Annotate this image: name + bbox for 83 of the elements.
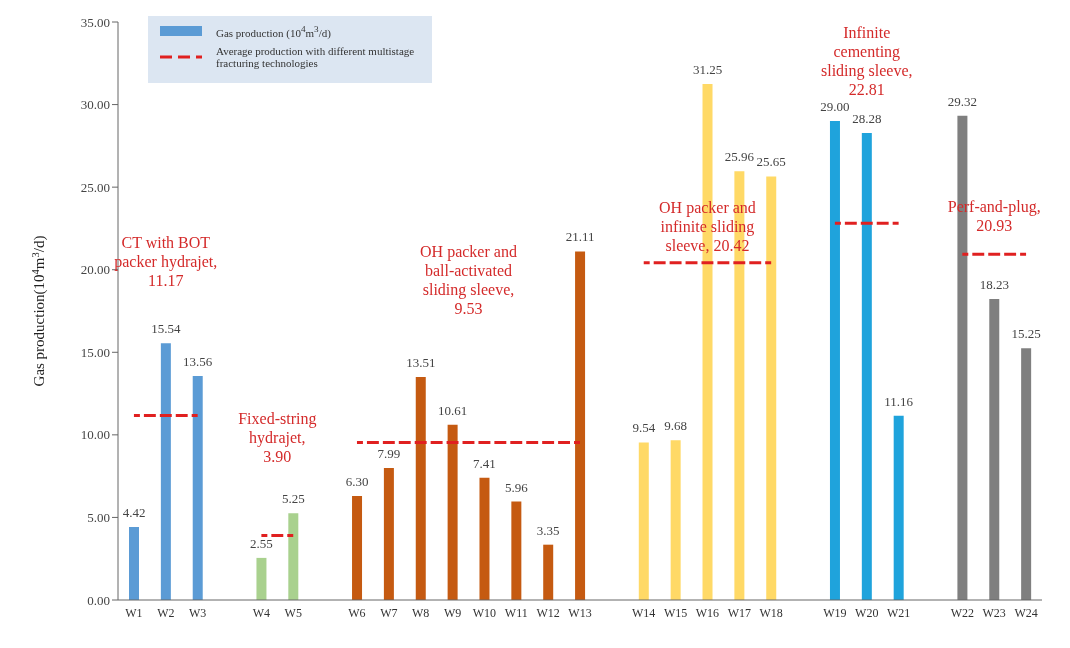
x-tick-label: W14 (632, 605, 656, 620)
x-tick-label: W12 (536, 605, 560, 620)
x-tick-label: W20 (855, 605, 879, 620)
x-tick-label: W19 (823, 605, 847, 620)
x-tick-label: W10 (472, 605, 497, 620)
bar (1021, 348, 1032, 600)
y-tick-label: 30.00 (80, 97, 110, 113)
data-label: 5.25 (281, 491, 305, 507)
data-label: 11.16 (884, 393, 914, 409)
data-label: 21.11 (565, 229, 595, 245)
annotation: Fixed-string hydrajet, 3.90 (238, 409, 317, 465)
x-tick-label: W6 (348, 605, 366, 620)
data-label: 15.25 (1011, 326, 1041, 342)
x-tick-label: W23 (982, 605, 1006, 620)
bar (638, 442, 649, 600)
data-label: 13.56 (183, 354, 213, 370)
bar (129, 527, 139, 600)
data-label: 28.28 (852, 110, 882, 126)
annotation: CT with BOT packer hydrajet, 11.17 (114, 233, 218, 289)
data-label: 9.54 (632, 420, 656, 436)
y-tick-label: 10.00 (80, 427, 110, 443)
data-label: 13.51 (406, 354, 436, 370)
legend-label: Gas production (10$^{4}$m$^{3}$/d) (216, 24, 331, 39)
bar (192, 376, 203, 600)
x-tick-label: W18 (759, 605, 783, 620)
data-label: 5.96 (504, 479, 529, 495)
bar (893, 415, 904, 600)
y-tick-label: 15.00 (80, 344, 110, 360)
data-label: 25.65 (756, 154, 786, 170)
data-label: 31.25 (692, 61, 723, 77)
annotation: OH packer and ball-activated sliding sleeve, 9.53 (420, 242, 517, 317)
x-tick-label: W17 (727, 605, 751, 620)
annotation: Infinite cementing sliding sleeve, 22.81 (820, 24, 913, 99)
data-label: 2.55 (250, 535, 273, 551)
data-label: 4.42 (122, 505, 146, 521)
x-tick-label: W24 (1014, 605, 1038, 620)
bar (670, 440, 681, 600)
y-tick-label: 25.00 (80, 179, 110, 195)
bar (479, 477, 490, 600)
bar (543, 544, 554, 600)
x-tick-label: W4 (252, 605, 271, 620)
data-label: 18.23 (979, 276, 1009, 292)
data-label: 7.41 (473, 455, 496, 471)
x-tick-label: W3 (188, 605, 207, 620)
bar (160, 343, 171, 600)
data-label: 15.54 (151, 321, 181, 337)
bar (447, 424, 458, 600)
x-tick-label: W8 (412, 605, 430, 620)
bar (352, 495, 363, 600)
bar (989, 298, 1000, 600)
data-label: 6.30 (345, 473, 369, 489)
data-label: 25.96 (724, 149, 755, 165)
x-tick-label: W2 (157, 605, 175, 620)
data-label: 10.61 (438, 402, 468, 418)
y-tick-label: 20.00 (80, 262, 110, 278)
x-tick-label: W5 (284, 605, 302, 620)
data-label: 3.35 (536, 522, 560, 538)
bar (575, 251, 586, 600)
x-tick-label: W1 (125, 605, 143, 620)
x-tick-label: W21 (886, 605, 911, 620)
data-label: 9.68 (664, 418, 688, 434)
bar (766, 176, 777, 600)
x-tick-label: W13 (568, 605, 592, 620)
data-label: 29.32 (947, 93, 978, 109)
x-tick-label: W15 (663, 605, 688, 620)
x-tick-label: W9 (443, 605, 462, 620)
bar (829, 121, 840, 600)
bar (415, 376, 426, 600)
bar (256, 557, 267, 600)
y-tick-label: 0.00 (87, 592, 110, 608)
y-tick-label: 5.00 (87, 510, 110, 526)
x-tick-label: W16 (695, 605, 720, 620)
bar (861, 132, 872, 600)
bar (288, 513, 299, 600)
bar (511, 501, 522, 600)
x-tick-label: W7 (380, 605, 398, 620)
x-tick-label: W22 (950, 605, 975, 620)
x-tick-label: W11 (504, 605, 528, 620)
data-label: 29.00 (820, 99, 850, 115)
legend-label: Average production with different multistage fracturing technologies (216, 44, 416, 69)
bar (383, 468, 394, 600)
y-tick-label: 35.00 (80, 14, 110, 30)
data-label: 7.99 (377, 446, 401, 462)
